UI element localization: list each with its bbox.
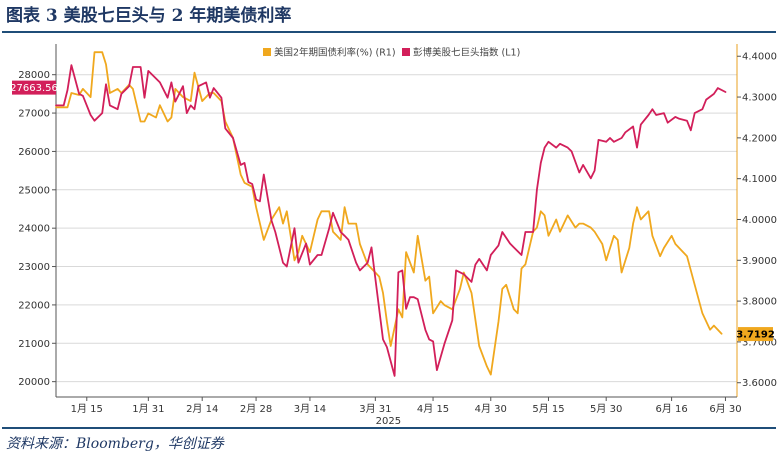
x-tick-label: 2月 14 [186,403,218,415]
right-tick-label: 3.7000 [742,337,777,348]
x-tick-label: 6月 30 [709,403,741,415]
left-tick-label: 28000 [18,70,50,81]
left-tick-label: 20000 [18,377,50,388]
left-tick-label: 24000 [18,224,50,235]
left-axis-ticks: 20000 21000 22000 23000 24000 25000 26000 27000… [18,70,56,388]
last-index-box [12,80,56,95]
x-tick-label: 4月 15 [417,403,449,415]
x-tick-label: 3月 31 [359,403,391,415]
last-index-value: 27663.56 [10,83,58,94]
right-tick-label: 3.6000 [742,378,777,389]
title-rule [2,31,776,33]
x-tick-label: 3月 14 [294,403,326,415]
x-tick-label: 2月 28 [240,403,272,415]
chart-svg: 20000 21000 22000 23000 24000 25000 26000 27000… [10,44,777,426]
right-tick-label: 4.3000 [742,93,777,104]
right-axis-ticks: 3.6000 3.7000 3.8000 3.9000 4.0000 4.1000 4.20… [737,52,777,389]
legend-label: 美国2年期国债利率(%) (R1) [274,47,396,59]
left-tick-label: 25000 [18,185,50,196]
series-line-yield [55,51,723,376]
grid-lines [56,74,737,383]
x-tick-label: 5月 30 [590,403,622,415]
x-tick-label: 1月 31 [132,403,164,415]
last-value-labels: 27663.56 3.7192 [10,80,775,342]
right-tick-label: 4.0000 [742,215,777,226]
right-tick-label: 4.4000 [742,52,777,63]
x-tick-label: 1月 15 [71,403,103,415]
source-rule [2,427,776,429]
x-axis-ticks: 2025 1月 15 1月 31 2月 14 2月 28 3月 14 3月 31 4月 15… [71,397,742,426]
x-tick-label: 5月 15 [532,403,564,415]
right-tick-label: 3.8000 [742,297,777,308]
axes [55,44,738,398]
figure-title: 图表 3 美股七巨头与 2 年期美债利率 [6,6,292,26]
legend-swatch [402,48,410,56]
series-line-index [55,64,727,377]
legend: 美国2年期国债利率(%) (R1) 彭博美股七巨头指数 (L1) [263,47,520,59]
left-tick-label: 22000 [18,300,50,311]
source-note: 资料来源：Bloomberg，华创证券 [6,436,224,452]
legend-swatch [263,48,271,56]
year-label: 2025 [376,416,401,426]
left-tick-label: 27000 [18,109,50,120]
left-tick-label: 23000 [18,262,50,273]
left-tick-label: 26000 [18,147,50,158]
series-lines [55,51,727,377]
x-tick-label: 4月 30 [475,403,507,415]
x-tick-label: 6月 16 [655,403,687,415]
left-tick-label: 21000 [18,339,50,350]
last-yield-value: 3.7192 [736,330,775,341]
right-tick-label: 4.1000 [742,174,777,185]
right-tick-label: 4.2000 [742,133,777,144]
last-yield-box [738,327,773,342]
right-tick-label: 3.9000 [742,256,777,267]
legend-label: 彭博美股七巨头指数 (L1) [413,47,520,59]
